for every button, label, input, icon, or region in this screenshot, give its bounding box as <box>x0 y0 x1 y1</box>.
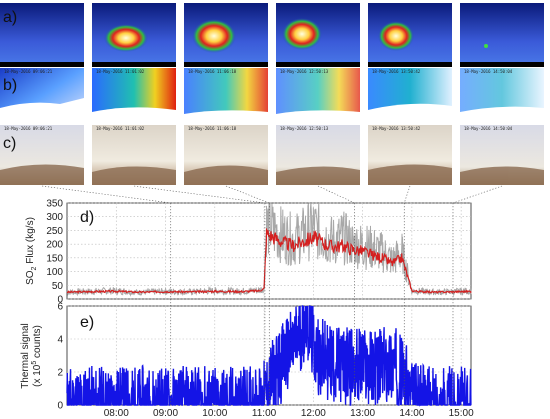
thermal-x-ticks: 08:00 09:00 10:00 11:00 12:00 13:00 14:00 15:00 <box>104 408 474 419</box>
so2-y-axis-label: SO2 Flux (kg/s) <box>25 217 38 285</box>
image-time-guides <box>41 185 503 405</box>
so2-y-ticks: 350 300 250 200 150 100 50 0 <box>46 199 63 306</box>
thermal-y-axis-label-1: Thermal signal <box>20 323 31 389</box>
thermal-y-tick-2: 2 <box>57 368 63 379</box>
guide-diagonal-2 <box>133 185 265 204</box>
guide-diagonal-4 <box>317 185 355 204</box>
vis-stamp-1: 18-May-2016 09:06:21 <box>4 126 53 131</box>
panel-label-b: b) <box>3 77 17 94</box>
panel-label-c: c) <box>3 135 16 152</box>
hotspot-6 <box>484 44 488 48</box>
so2-y-tick-300: 300 <box>46 212 63 223</box>
guide-diagonal-6 <box>452 185 503 204</box>
uv-stamp-4: 18-May-2016 12:50:13 <box>280 69 329 74</box>
so2-y-tick-250: 250 <box>46 226 63 237</box>
so2-y-tick-100: 100 <box>46 267 63 278</box>
hotspot-2 <box>104 24 148 52</box>
vis-stamp-6: 18-May-2016 14:50:04 <box>464 126 513 131</box>
hotspot-3 <box>192 19 236 53</box>
thermal-y-tick-6: 6 <box>57 302 63 313</box>
vis-stamp-5: 18-May-2016 13:50:42 <box>372 126 421 131</box>
hotspot-5 <box>378 21 414 51</box>
guide-diagonal-5 <box>403 185 411 204</box>
vis-stamp-2: 18-May-2016 11:01:02 <box>96 126 145 131</box>
so2-y-tick-150: 150 <box>46 253 63 264</box>
thermal-x-tick-14:00: 14:00 <box>399 408 424 419</box>
thermal-series <box>66 305 472 407</box>
hotspot-4 <box>282 18 322 50</box>
uv-stamp-1: 18-May-2016 09:06:21 <box>4 69 53 74</box>
row-c-visible-images: 18-May-2016 09:06:21 18-May-2016 11:01:0… <box>0 125 544 185</box>
thermal-x-tick-10:00: 10:00 <box>202 408 227 419</box>
panel-label-a: a) <box>3 9 17 26</box>
panel-label-e: e) <box>80 314 94 331</box>
so2-smoothed-series <box>66 228 472 295</box>
so2-y-tick-0: 0 <box>57 295 63 306</box>
guide-diagonal-3 <box>225 185 270 204</box>
thermal-x-tick-13:00: 13:00 <box>350 408 375 419</box>
thermal-y-ticks: 6 4 2 0 <box>57 302 63 412</box>
so2-y-tick-200: 200 <box>46 240 63 251</box>
vis-stamp-3: 18-May-2016 11:06:18 <box>188 126 237 131</box>
panel-label-d: d) <box>80 209 94 226</box>
uv-stamp-6: 18-May-2016 14:50:04 <box>464 69 513 74</box>
so2-y-tick-350: 350 <box>46 199 63 210</box>
thermal-image-6 <box>460 3 544 67</box>
so2-gridlines <box>67 202 471 300</box>
thermal-image-1 <box>0 3 84 67</box>
so2-y-tick-50: 50 <box>52 281 64 292</box>
uv-stamp-3: 18-May-2016 11:06:18 <box>188 69 237 74</box>
thermal-x-tick-12:00: 12:00 <box>301 408 326 419</box>
row-a-thermal-images <box>0 3 544 67</box>
thermal-x-tick-11:00: 11:00 <box>252 408 277 419</box>
thermal-x-tick-08:00: 08:00 <box>104 408 129 419</box>
thermal-x-tick-15:00: 15:00 <box>449 408 474 419</box>
thermal-x-tick-09:00: 09:00 <box>153 408 178 419</box>
guide-diagonal-1 <box>41 185 171 204</box>
thermal-y-axis-label-2: (x 105 counts) <box>31 325 43 387</box>
thermal-y-tick-4: 4 <box>57 335 63 346</box>
chart-thermal: 6 4 2 0 08:00 09:00 10:00 11:00 12:00 13:00 14:00… <box>20 302 474 419</box>
uv-stamp-5: 18-May-2016 13:50:42 <box>372 69 421 74</box>
row-b-uv-images: 18-May-2016 09:06:21 18-May-2016 11:01:0… <box>0 68 544 124</box>
uv-stamp-2: 18-May-2016 11:01:02 <box>96 69 145 74</box>
vis-stamp-4: 18-May-2016 12:50:13 <box>280 126 329 131</box>
thermal-y-tick-0: 0 <box>57 401 63 412</box>
